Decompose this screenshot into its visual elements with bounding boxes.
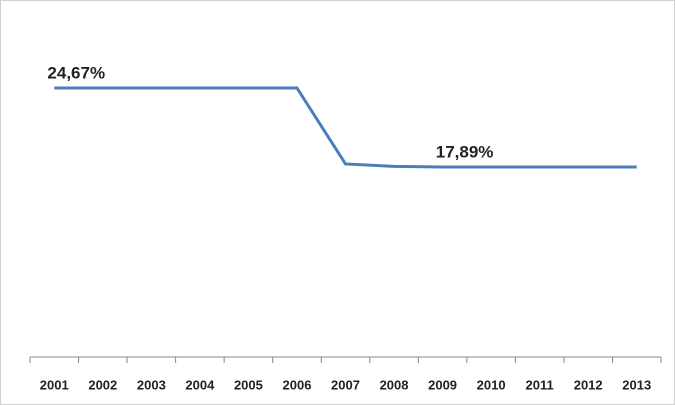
x-tick-label: 2010 [477, 377, 506, 392]
line-series [54, 86, 637, 169]
x-tick-label: 2007 [331, 377, 360, 392]
x-tick-label: 2012 [574, 377, 603, 392]
data-label: 24,67% [47, 63, 105, 82]
x-tick-label: 2006 [283, 377, 312, 392]
x-tick-label: 2002 [88, 377, 117, 392]
x-tick-label: 2001 [40, 377, 69, 392]
x-tick-label: 2008 [380, 377, 409, 392]
x-tick-label: 2003 [137, 377, 166, 392]
x-tick-label: 2005 [234, 377, 263, 392]
data-label: 17,89% [436, 142, 494, 161]
x-tick-label: 2009 [428, 377, 457, 392]
x-tick-label: 2013 [622, 377, 651, 392]
x-tick-label: 2011 [526, 377, 554, 392]
x-tick-label: 2004 [185, 377, 215, 392]
